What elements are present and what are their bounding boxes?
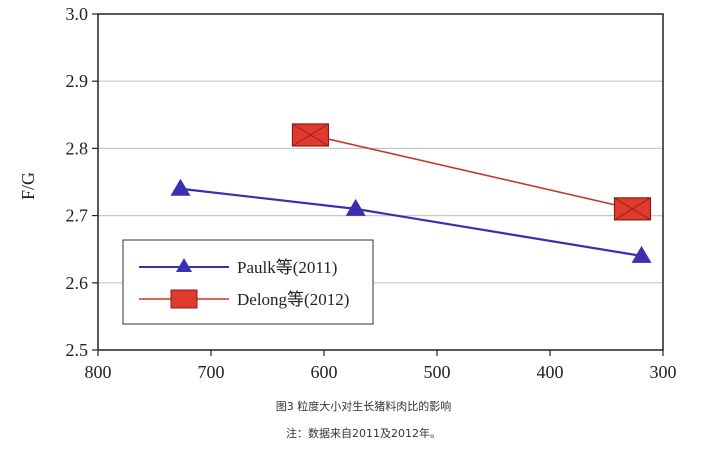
chart: 2.5 2.6 2.7 2.8 2.9 3.0 800 700 600 500 400 300 F/…	[18, 4, 677, 382]
y-tick-label: 3.0	[66, 4, 89, 24]
y-axis: 2.5 2.6 2.7 2.8 2.9 3.0	[66, 4, 98, 360]
series-line-1	[310, 134, 633, 210]
legend-marker-paulk	[176, 258, 192, 272]
legend-label-delong: Delong等(2012)	[237, 290, 349, 309]
data-point-square-diag	[292, 123, 329, 147]
grid-lines	[98, 80, 663, 284]
y-tick-label: 2.9	[66, 71, 89, 91]
x-tick-label: 800	[85, 362, 112, 382]
x-tick-label: 500	[424, 362, 451, 382]
figure-note: 注：数据来自2011及2012年。	[286, 427, 441, 440]
legend-box	[122, 239, 374, 325]
legend-label-paulk: Paulk等(2011)	[237, 258, 337, 277]
y-axis-label: F/G	[18, 172, 38, 200]
y-tick-label: 2.5	[66, 340, 89, 360]
series-layer	[170, 123, 652, 263]
x-tick-label: 600	[311, 362, 338, 382]
legend: Paulk等(2011) Delong等(2012)	[122, 239, 374, 325]
data-point-triangle	[345, 198, 366, 216]
legend-marker-delong	[170, 289, 198, 309]
x-tick-label: 400	[537, 362, 564, 382]
y-tick-label: 2.7	[66, 206, 89, 226]
y-tick-label: 2.6	[66, 273, 89, 293]
y-tick-label: 2.8	[66, 138, 89, 158]
x-tick-label: 700	[198, 362, 225, 382]
data-point-triangle	[631, 245, 652, 263]
x-tick-label: 300	[650, 362, 677, 382]
x-axis: 800 700 600 500 400 300	[85, 350, 677, 382]
data-point-triangle	[170, 178, 191, 196]
figure-title: 图3 粒度大小对生长猪料肉比的影响	[275, 400, 452, 413]
plot-frame	[97, 13, 664, 351]
data-point-square-diag	[614, 197, 651, 221]
